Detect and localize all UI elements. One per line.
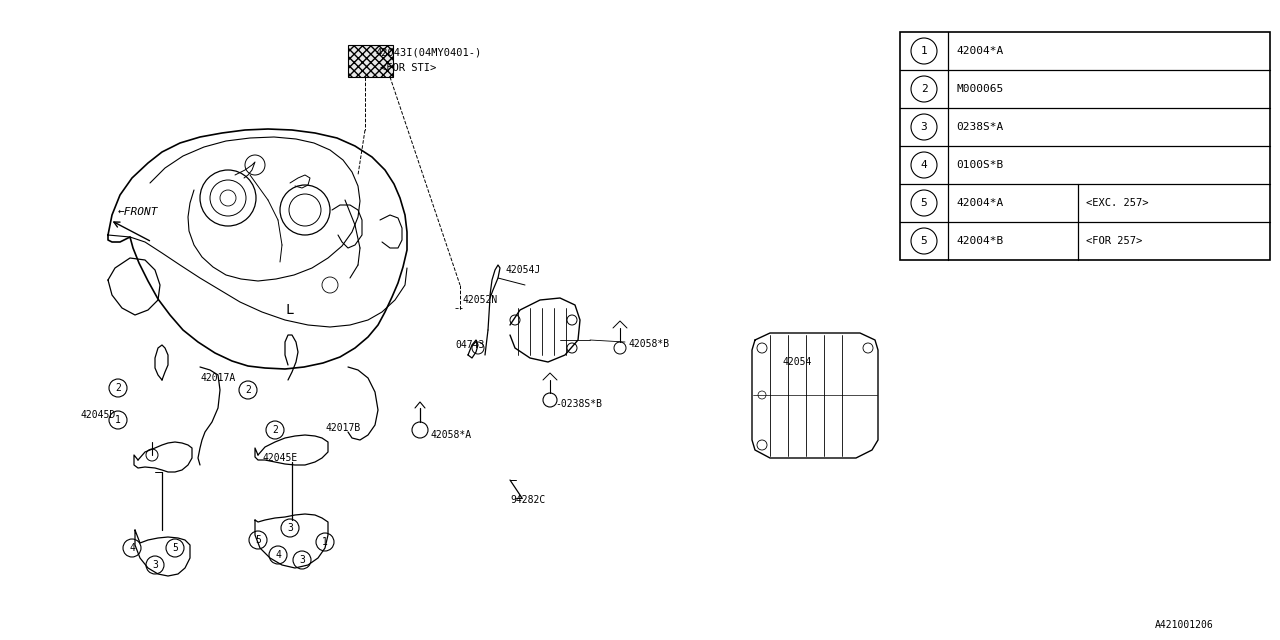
Text: 5: 5 <box>920 236 928 246</box>
Text: 42004*A: 42004*A <box>956 46 1004 56</box>
Text: 5: 5 <box>920 198 928 208</box>
Text: 42004*B: 42004*B <box>956 236 1004 246</box>
Text: 42043I(04MY0401-): 42043I(04MY0401-) <box>375 47 481 57</box>
Text: 42054J: 42054J <box>506 265 540 275</box>
Text: 2: 2 <box>273 425 278 435</box>
Bar <box>348 45 393 77</box>
Text: ←FRONT: ←FRONT <box>118 207 159 217</box>
Text: 42052N: 42052N <box>462 295 497 305</box>
Text: 2: 2 <box>244 385 251 395</box>
Text: <FOR STI>: <FOR STI> <box>380 63 436 73</box>
Text: 42045E: 42045E <box>262 453 297 463</box>
Text: L: L <box>285 303 294 317</box>
Text: M000065: M000065 <box>956 84 1004 94</box>
Text: 4: 4 <box>129 543 134 553</box>
Text: 1: 1 <box>323 537 328 547</box>
Text: 2: 2 <box>920 84 928 94</box>
Text: 42004*A: 42004*A <box>956 198 1004 208</box>
Text: 0100S*B: 0100S*B <box>956 160 1004 170</box>
Text: 1: 1 <box>115 415 120 425</box>
Text: -0238S*B: -0238S*B <box>556 399 602 409</box>
Text: 42058*B: 42058*B <box>628 339 669 349</box>
Text: 4: 4 <box>275 550 280 560</box>
Text: 3: 3 <box>287 523 293 533</box>
Text: <FOR 257>: <FOR 257> <box>1085 236 1142 246</box>
Text: 0238S*A: 0238S*A <box>956 122 1004 132</box>
Text: 3: 3 <box>300 555 305 565</box>
Text: 5: 5 <box>255 535 261 545</box>
Text: <EXC. 257>: <EXC. 257> <box>1085 198 1148 208</box>
Text: 42017A: 42017A <box>200 373 236 383</box>
Text: 42054: 42054 <box>782 357 812 367</box>
Text: 42017B: 42017B <box>325 423 360 433</box>
Text: 2: 2 <box>115 383 120 393</box>
Text: 94282C: 94282C <box>509 495 545 505</box>
Text: 5: 5 <box>172 543 178 553</box>
Text: 1: 1 <box>920 46 928 56</box>
Text: 3: 3 <box>920 122 928 132</box>
Text: 3: 3 <box>152 560 157 570</box>
Text: 42045D: 42045D <box>81 410 115 420</box>
Text: 04743: 04743 <box>454 340 484 350</box>
Text: A421001206: A421001206 <box>1155 620 1213 630</box>
Bar <box>900 32 1270 260</box>
Text: 4: 4 <box>920 160 928 170</box>
Text: 42058*A: 42058*A <box>430 430 471 440</box>
